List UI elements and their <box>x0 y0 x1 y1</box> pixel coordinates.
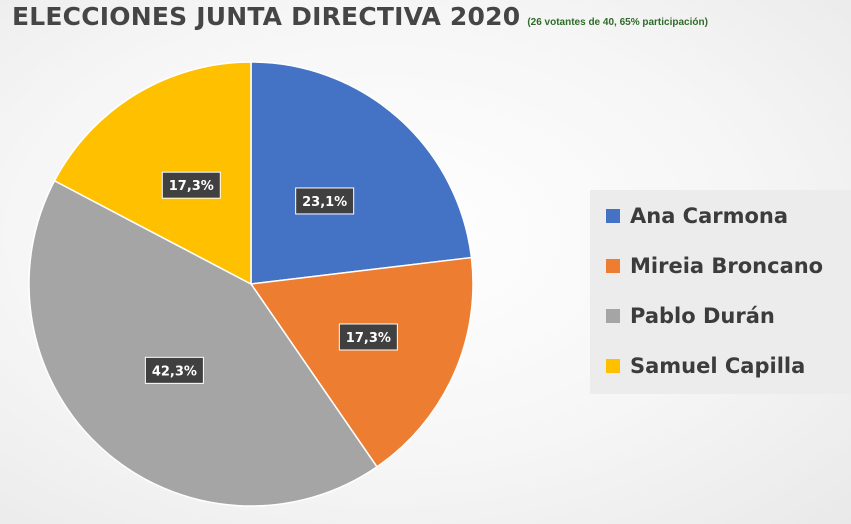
legend-item-pablo-duran: Pablo Durán <box>606 304 775 328</box>
data-label-box <box>144 356 204 384</box>
legend-label: Mireia Broncano <box>630 254 824 278</box>
data-label-box <box>161 171 221 199</box>
title-row: ELECCIONES JUNTA DIRECTIVA 2020 (26 vota… <box>12 2 708 31</box>
pie-slices <box>28 61 474 507</box>
pie-slice-samuel-capilla <box>53 61 252 286</box>
data-label: 17,3% <box>161 171 221 199</box>
data-label-text: 42,3% <box>152 364 197 379</box>
legend-label: Pablo Durán <box>630 304 775 328</box>
chart-subtitle: (26 votantes de 40, 65% participación) <box>527 17 708 28</box>
legend-swatch <box>606 209 620 223</box>
data-label: 42,3% <box>144 356 204 384</box>
pie-slice-mireia-broncano <box>249 256 474 468</box>
data-label-text: 17,3% <box>169 179 214 194</box>
chart-title: ELECCIONES JUNTA DIRECTIVA 2020 <box>12 2 521 31</box>
data-label: 17,3% <box>338 323 398 351</box>
data-label: 23,1% <box>295 187 355 215</box>
pie-slice-pablo-duran <box>28 179 378 507</box>
data-labels: 23,1% 17,3% 42,3% 17,3% <box>144 171 398 384</box>
legend-swatch <box>606 259 620 273</box>
legend-swatch <box>606 359 620 373</box>
data-label-box <box>295 187 355 215</box>
data-label-text: 23,1% <box>302 195 347 210</box>
legend-item-ana-carmona: Ana Carmona <box>606 204 788 228</box>
legend-label: Ana Carmona <box>630 204 789 228</box>
data-label-text: 17,3% <box>346 331 391 346</box>
legend-item-samuel-capilla: Samuel Capilla <box>606 354 805 378</box>
data-label-box <box>338 323 398 351</box>
legend-swatch <box>606 309 620 323</box>
legend: Ana Carmona Mireia Broncano Pablo Durán … <box>590 190 851 394</box>
legend-label: Samuel Capilla <box>630 354 806 378</box>
legend-item-mireia-broncano: Mireia Broncano <box>606 254 823 278</box>
pie-slice-ana-carmona <box>250 61 473 285</box>
